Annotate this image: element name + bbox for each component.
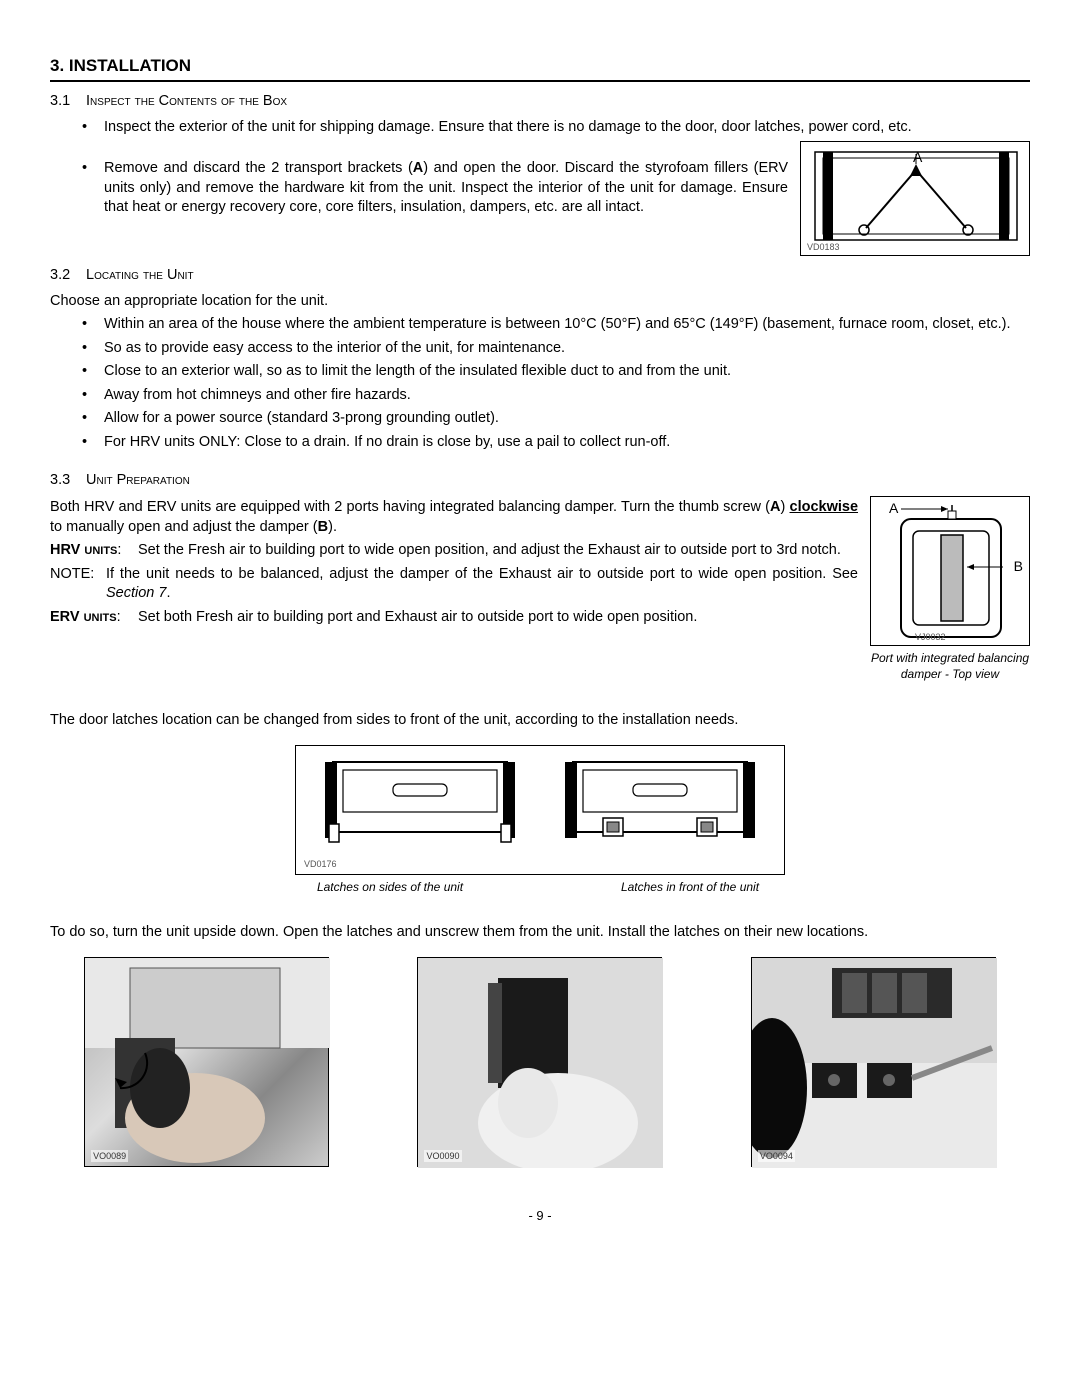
intro-text: Choose an appropriate location for the u… [50,292,1030,312]
photo-id: VO0094 [758,1150,795,1162]
subsection-3-2: 3.2 Locating the Unit [50,266,1030,286]
hrv-text: Set the Fresh air to building port to wi… [138,542,841,558]
latches-figure-wrap: VD0176 [50,745,1030,875]
erv-text: Set both Fresh air to building port and … [138,609,697,625]
subsection-num: 3.2 [50,266,82,286]
list-item: For HRV units ONLY: Close to a drain. If… [82,433,1030,453]
text: ) [781,499,790,515]
list-item: Allow for a power source (standard 3-pro… [82,409,1030,429]
section-heading: INSTALLATION [69,56,191,75]
photo-2-svg [418,958,663,1168]
photo-1-svg [85,958,330,1168]
figure-transport-brackets: A VD0183 [800,141,1030,256]
erv-bold: ERV UNITS [50,609,117,625]
text: to manually open and adjust the damper ( [50,519,318,535]
note-text: If the unit needs to be balanced, adjust… [106,566,858,582]
figure-id: VJ0032 [915,631,946,643]
subsection-heading: Locating the Unit [86,267,194,283]
latch-front-svg [555,752,765,852]
subsection-heading: Inspect the Contents of the Box [86,93,287,109]
section-number: 3. [50,56,64,75]
row-3-3-fig: Both HRV and ERV units are equipped with… [50,496,1030,682]
letter-b: B [318,519,328,535]
figure-caption: Port with integrated balancing damper - … [870,650,1030,682]
note-line: NOTE:If the unit needs to be balanced, a… [50,565,858,604]
hrv-bold: HRV UNITS [50,542,117,558]
diagram-pair [306,752,774,852]
caption-left: Latches on sides of the unit [285,879,495,895]
latches-intro: The door latches location can be changed… [50,711,1030,731]
figure-box: A VD0183 [800,141,1030,256]
erv-line: ERV UNITS:Set both Fresh air to building… [50,608,858,628]
page-number: - 9 - [50,1207,1030,1225]
photo-3: VO0094 [751,957,996,1167]
damper-diagram-svg [871,497,1031,647]
figure-id: VD0176 [304,858,337,870]
list-item: So as to provide easy access to the inte… [82,339,1030,359]
clockwise: clockwise [790,499,859,515]
text-col: Remove and discard the 2 transport brack… [50,141,788,222]
subsection-num: 3.3 [50,471,82,491]
list-item: Within an area of the house where the am… [82,315,1030,335]
photo-id: VO0090 [424,1150,461,1162]
note-tag: NOTE: [50,565,106,585]
latches-figure: VD0176 [295,745,785,875]
intro-3-3: Both HRV and ERV units are equipped with… [50,498,858,537]
photo-id: VO0089 [91,1150,128,1162]
subsection-3-1: 3.1 Inspect the Contents of the Box [50,92,1030,112]
list-3-1-b: Remove and discard the 2 transport brack… [50,159,788,218]
note-post: . [166,585,170,601]
subsection-heading: Unit Preparation [86,472,190,488]
section-title: 3. INSTALLATION [50,55,1030,82]
figure-id: VD0183 [807,241,840,253]
letter-a: A [770,499,780,515]
hrv-tag: HRV UNITS: [50,541,138,561]
hrv-line: HRV UNITS:Set the Fresh air to building … [50,541,858,561]
list-item: Away from hot chimneys and other fire ha… [82,386,1030,406]
caption-right: Latches in front of the unit [585,879,795,895]
latch-side-svg [315,752,525,852]
letter-a: A [413,160,423,176]
figure-letter-b: B [1014,557,1023,576]
figure-damper: A B VJ0032 Port with integrated balancin… [870,496,1030,682]
subsection-3-3: 3.3 Unit Preparation [50,471,1030,491]
row-3-1-fig: Remove and discard the 2 transport brack… [50,141,1030,256]
photo-1: VO0089 [84,957,329,1167]
latches-howto: To do so, turn the unit upside down. Ope… [50,923,1030,943]
text: Both HRV and ERV units are equipped with… [50,499,770,515]
section-ref: Section 7 [106,585,166,601]
list-item: Inspect the exterior of the unit for shi… [82,118,1030,138]
figure-letter-a: A [913,148,922,167]
subsection-num: 3.1 [50,92,82,112]
text: ). [328,519,337,535]
list-item: Remove and discard the 2 transport brack… [82,159,788,218]
text: Remove and discard the 2 transport brack… [104,160,413,176]
photo-3-svg [752,958,997,1168]
erv-tag: ERV UNITS: [50,608,138,628]
photo-2: VO0090 [417,957,662,1167]
text-col: Both HRV and ERV units are equipped with… [50,496,858,631]
figure-box: A B VJ0032 [870,496,1030,646]
list-item: Close to an exterior wall, so as to limi… [82,362,1030,382]
list-3-1-a: Inspect the exterior of the unit for shi… [50,118,1030,138]
photo-row: VO0089 VO0090 VO0094 [50,957,1030,1167]
figure-letter-a: A [889,499,898,518]
list-3-2: Within an area of the house where the am… [50,315,1030,452]
latches-captions: Latches on sides of the unit Latches in … [50,875,1030,895]
